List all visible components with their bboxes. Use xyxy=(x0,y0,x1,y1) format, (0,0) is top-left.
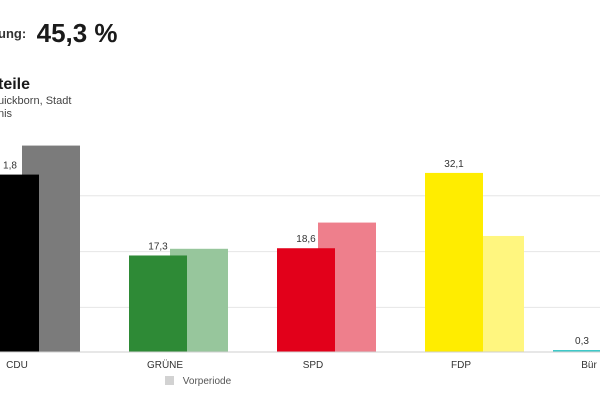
bar-current-2 xyxy=(277,248,335,352)
bar-current-4 xyxy=(553,350,600,352)
legend: Vorperiode xyxy=(165,376,231,387)
category-label-0: CDU xyxy=(6,360,28,371)
turnout-value: 45,3 % xyxy=(36,18,118,48)
category-label-4: Bür xyxy=(581,360,597,371)
bar-current-1 xyxy=(129,255,187,352)
value-label-1: 17,3 xyxy=(148,241,168,252)
value-label-2: 18,6 xyxy=(296,234,316,245)
legend-swatch-previous xyxy=(165,376,174,385)
value-label-3: 32,1 xyxy=(444,159,464,170)
section-subtitle: uickborn, Stadt nis xyxy=(0,95,71,121)
bar-current-3 xyxy=(425,172,483,352)
turnout-summary: ung: 45,3 % xyxy=(0,18,118,49)
value-label-4: 0,3 xyxy=(575,336,589,347)
category-label-1: GRÜNE xyxy=(147,359,183,371)
value-label-0: 1,8 xyxy=(3,161,17,172)
section-subtitle-line2: nis xyxy=(0,108,13,120)
section-title: teile xyxy=(0,76,31,93)
turnout-label: ung: xyxy=(0,26,27,41)
section-subtitle-line1: uickborn, Stadt xyxy=(0,95,72,107)
category-label-2: SPD xyxy=(303,360,324,371)
category-label-3: FDP xyxy=(451,360,471,371)
bar-current-0 xyxy=(0,174,39,352)
legend-label-previous: Vorperiode xyxy=(182,376,232,387)
